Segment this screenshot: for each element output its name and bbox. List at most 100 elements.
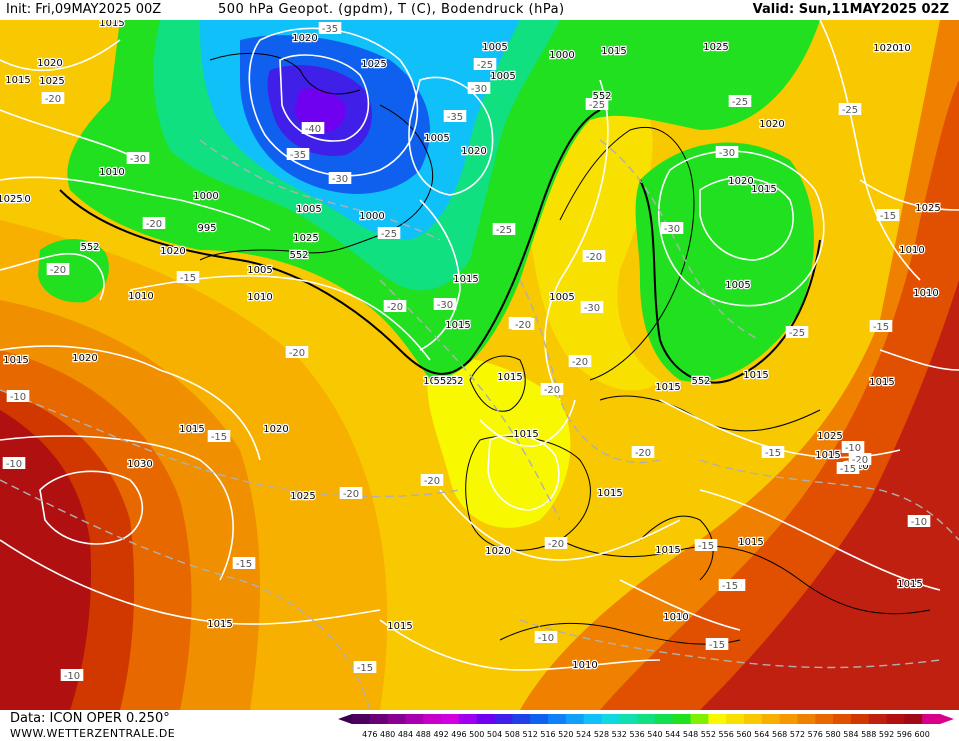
isobar	[0, 39, 121, 72]
pressure-label: 1015	[3, 355, 28, 366]
pressure-label: 1015	[513, 429, 538, 440]
geo-label: 552	[592, 91, 611, 102]
legend-swatch	[441, 714, 460, 724]
isobar	[419, 199, 461, 351]
temp-label: -20	[387, 302, 403, 313]
temp-label-bg	[473, 58, 497, 70]
pressure-label: 1010	[128, 291, 153, 302]
pressure-label: 1020	[759, 119, 784, 130]
legend-value: 532	[612, 730, 627, 739]
geo-label: 552	[691, 376, 710, 387]
color-legend: 476 480 484 488 492 496 500 504 508 512 516 520 524 5…	[338, 714, 954, 739]
temp-label: -25	[842, 105, 858, 116]
pressure-label: 1020	[72, 353, 97, 364]
temp-label-bg	[580, 301, 604, 313]
temp-label-bg	[540, 383, 564, 395]
pressure-label: 1005	[490, 71, 515, 82]
legend-value: 480	[380, 730, 395, 739]
temp-label-bg	[631, 446, 655, 458]
temp-label: -15	[236, 559, 252, 570]
scandinavia-coast	[559, 126, 695, 381]
legend-swatch	[387, 714, 406, 724]
pressure-label: 1015	[743, 370, 768, 381]
italy-coast	[639, 515, 714, 581]
pressure-label: 1020	[728, 176, 753, 187]
temp-label-bg	[142, 217, 166, 229]
arctic-coast	[209, 52, 361, 95]
temp-label: -10	[911, 517, 927, 528]
pressure-label: 1020	[263, 424, 288, 435]
legend-value: 504	[487, 730, 502, 739]
pressure-label: 1010	[885, 43, 910, 54]
temp-label-bg	[286, 148, 310, 160]
temp-label: -30	[664, 224, 680, 235]
temp-label: -20	[635, 448, 651, 459]
legend-value: 500	[469, 730, 484, 739]
temp-label: -30	[437, 300, 453, 311]
legend-value: 516	[540, 730, 555, 739]
temp-label-bg	[207, 430, 231, 442]
pressure-label: 1030	[127, 459, 152, 470]
legend-value: 584	[843, 730, 858, 739]
isobar	[819, 20, 921, 281]
temp-label: -10	[10, 392, 26, 403]
pressure-label: 1005	[549, 292, 574, 303]
legend-arrow-right	[940, 714, 954, 724]
legend-swatch	[850, 714, 870, 724]
pressure-label: 1025	[39, 76, 64, 87]
pressure-label: 1010	[572, 660, 597, 671]
pressure-label: 1020	[873, 43, 898, 54]
temp-label-bg	[582, 250, 606, 262]
isobar-iberia	[487, 434, 560, 511]
temp-label-bg	[869, 320, 893, 332]
pressure-label: 1025	[293, 233, 318, 244]
pressure-label: 1015	[897, 579, 922, 590]
legend-swatch	[761, 714, 781, 724]
pressure-label: 1010	[913, 288, 938, 299]
temp-label: -10	[845, 443, 861, 454]
temp-label-bg	[785, 326, 809, 338]
map-panel: 1015 1020 1025 1020 1025 1005 1000 1015 1025 1020…	[0, 20, 959, 710]
temp-label: -20	[289, 348, 305, 359]
temp-label: -20	[852, 455, 868, 466]
temp-label-bg	[585, 98, 609, 110]
init-time: Init: Fri,09MAY2025 00Z	[6, 2, 162, 17]
temp-label: -25	[496, 225, 512, 236]
temp-label-bg	[841, 441, 865, 453]
isobar	[0, 539, 381, 625]
temp-label: -10	[538, 633, 554, 644]
temp-label-bg	[694, 539, 718, 551]
temp-label-bg	[285, 346, 309, 358]
africa-coast	[499, 622, 741, 645]
temp-label: -30	[584, 303, 600, 314]
valid-time: Valid: Sun,11MAY2025 02Z	[752, 2, 949, 17]
isobar	[0, 176, 271, 231]
temp-label-bg	[383, 300, 407, 312]
britain-coast	[469, 355, 526, 412]
temperature-lines	[0, 139, 959, 710]
temp-label-bg	[568, 355, 592, 367]
chart-header: Init: Fri,09MAY2025 00Z 500 hPa Geopot. …	[0, 0, 959, 20]
temp-label: -15	[698, 541, 714, 552]
isobar	[544, 79, 609, 401]
legend-swatch	[601, 714, 620, 724]
pressure-label: 1015	[207, 619, 232, 630]
legend-value: 488	[416, 730, 431, 739]
temp-label-bg	[46, 263, 70, 275]
temp-label: -30	[130, 154, 146, 165]
fill-556-iberia	[427, 357, 571, 528]
temp-label-bg	[838, 103, 862, 115]
temp-label: -20	[50, 265, 66, 276]
legend-swatch	[512, 714, 531, 724]
temp-line	[599, 139, 761, 341]
legend-swatch	[833, 714, 852, 724]
legend-swatch	[779, 714, 798, 724]
temp-label: -10	[64, 671, 80, 682]
temp-label: -35	[322, 24, 338, 35]
legend-swatch	[494, 714, 513, 724]
temp-label-bg	[377, 227, 401, 239]
temp-label-bg	[492, 223, 516, 235]
legend-value: 564	[754, 730, 769, 739]
temp-label-bg	[907, 515, 931, 527]
legend-value: 588	[861, 730, 876, 739]
